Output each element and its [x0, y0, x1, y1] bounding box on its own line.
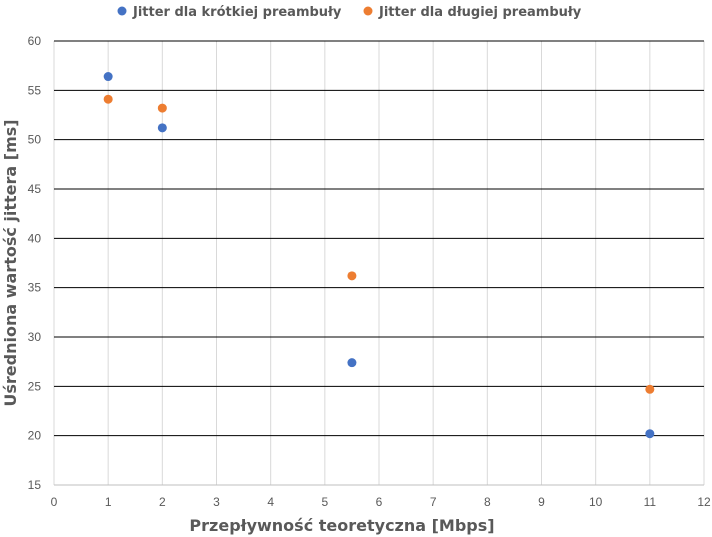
x-tick-label: 9 [538, 495, 545, 509]
x-tick-label: 2 [159, 495, 166, 509]
x-tick-label: 7 [430, 495, 437, 509]
y-tick-label: 15 [28, 478, 42, 492]
y-tick-label: 40 [28, 231, 42, 245]
legend-marker-long-preamble [363, 6, 373, 16]
data-point-series-1 [157, 103, 167, 113]
legend: Jitter dla krótkiej preambuły Jitter dla… [117, 5, 582, 20]
x-tick-label: 8 [484, 495, 491, 509]
x-tick-label: 12 [697, 495, 711, 509]
data-point-series-1 [103, 94, 113, 104]
x-tick-label: 0 [51, 495, 58, 509]
y-tick-label: 45 [28, 182, 42, 196]
data-point-series-1 [645, 384, 655, 394]
legend-label-long-preamble: Jitter dla długiej preambuły [378, 5, 582, 20]
y-axis-ticks: 15 20 25 30 35 40 45 50 55 60 [28, 34, 42, 492]
y-axis-title: Uśredniona wartość jittera [ms] [1, 119, 20, 406]
x-tick-label: 1 [105, 495, 112, 509]
y-tick-label: 60 [28, 34, 42, 48]
x-tick-label: 5 [321, 495, 328, 509]
data-points [103, 72, 655, 439]
y-tick-label: 30 [28, 330, 42, 344]
legend-label-short-preamble: Jitter dla krótkiej preambuły [132, 5, 342, 20]
x-tick-label: 3 [213, 495, 220, 509]
x-axis-title: Przepływność teoretyczna [Mbps] [189, 516, 494, 535]
x-tick-label: 10 [589, 495, 603, 509]
data-point-series-0 [645, 429, 655, 439]
data-point-series-0 [347, 358, 357, 368]
x-tick-label: 6 [376, 495, 383, 509]
y-tick-label: 25 [28, 379, 42, 393]
legend-marker-short-preamble [117, 6, 127, 16]
data-point-series-1 [347, 271, 357, 281]
y-tick-label: 50 [28, 133, 42, 147]
y-tick-label: 55 [28, 83, 42, 97]
x-axis-ticks: 0 1 2 3 4 5 6 7 8 9 10 11 12 [51, 495, 711, 509]
data-point-series-0 [157, 123, 167, 133]
gridlines [53, 40, 705, 486]
data-point-series-0 [103, 72, 113, 82]
y-tick-label: 35 [28, 281, 42, 295]
x-tick-label: 4 [267, 495, 274, 509]
y-tick-label: 20 [28, 429, 42, 443]
x-tick-label: 11 [644, 495, 657, 509]
